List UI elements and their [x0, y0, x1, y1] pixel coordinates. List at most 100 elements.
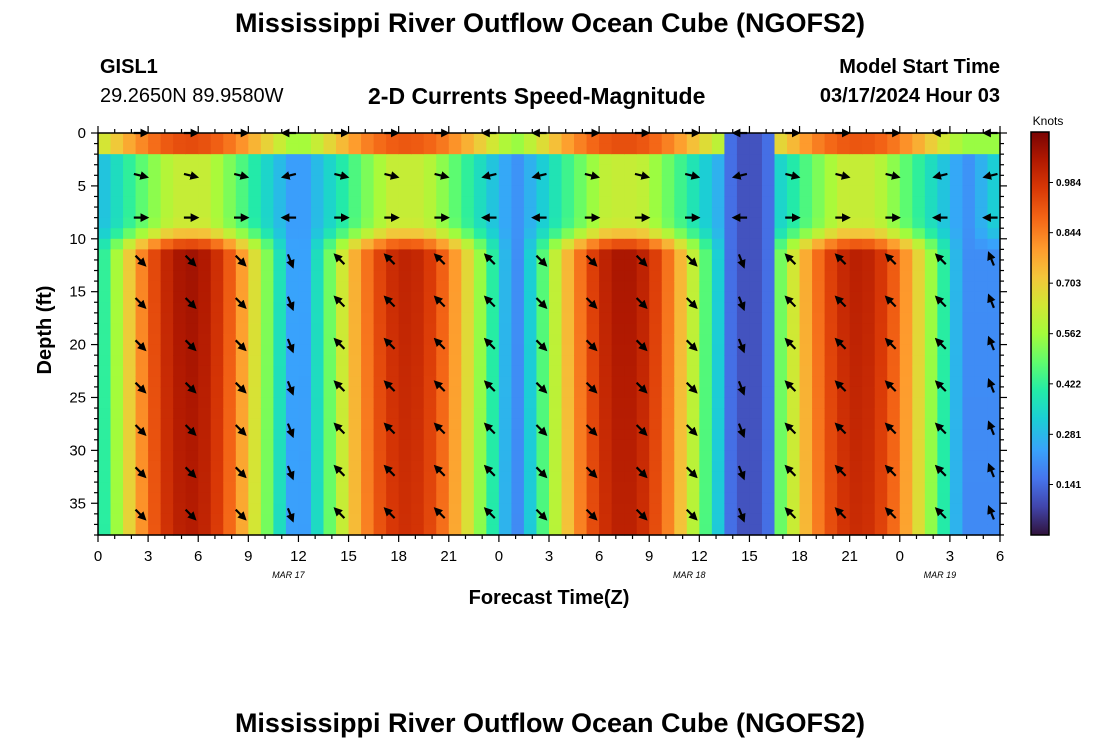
heatmap-cell — [799, 492, 813, 504]
heatmap-cell — [373, 143, 387, 155]
current-arrow — [784, 380, 797, 392]
heatmap-cell — [198, 429, 212, 441]
heatmap-cell — [711, 365, 725, 377]
heatmap-cell — [123, 185, 137, 198]
heatmap-cell — [173, 503, 187, 515]
heatmap-cell — [173, 513, 187, 526]
heatmap-cell — [736, 185, 751, 198]
heatmap-cell — [549, 133, 563, 145]
heatmap-cell — [260, 471, 274, 483]
heatmap-cell — [536, 482, 550, 494]
heatmap-cell — [436, 408, 450, 420]
heatmap-cell — [799, 291, 813, 303]
heatmap-cell — [323, 513, 337, 526]
heatmap-cell — [411, 482, 425, 494]
heatmap-cell — [448, 154, 462, 166]
heatmap-cell — [937, 513, 951, 526]
heatmap-cell — [799, 302, 813, 314]
heatmap-cell — [749, 386, 763, 399]
heatmap-cell — [649, 460, 663, 473]
heatmap-cell — [260, 397, 274, 409]
heatmap-cell — [611, 291, 625, 303]
heatmap-cell — [361, 492, 375, 504]
heatmap-cell — [235, 228, 249, 240]
x-tick-label: 3 — [144, 548, 152, 565]
heatmap-cell — [624, 524, 638, 536]
heatmap-cell — [448, 259, 462, 272]
heatmap-cell — [398, 503, 412, 515]
heatmap-cell — [761, 217, 776, 229]
heatmap-cell — [574, 408, 588, 420]
heatmap-cell — [686, 492, 700, 504]
heatmap-cell — [674, 344, 688, 356]
heatmap-cell — [348, 460, 362, 473]
heatmap-cell — [523, 365, 538, 377]
heatmap-cell — [674, 281, 688, 293]
heatmap-cell — [624, 185, 638, 198]
heatmap-cell — [210, 450, 224, 462]
heatmap-cell — [173, 418, 187, 430]
heatmap-cell — [423, 460, 437, 473]
heatmap-cell — [787, 164, 801, 176]
heatmap-cell — [949, 450, 964, 462]
heatmap-cell — [774, 503, 788, 515]
heatmap-cell — [523, 154, 538, 166]
heatmap-cell — [523, 312, 538, 325]
heatmap-cell — [761, 312, 776, 325]
heatmap-cell — [110, 460, 124, 473]
heatmap-cell — [724, 450, 738, 462]
heatmap-cell — [498, 513, 513, 526]
current-arrow — [585, 254, 598, 267]
heatmap-cell — [799, 418, 813, 430]
heatmap-cell — [749, 524, 763, 536]
heatmap-cell — [649, 323, 663, 335]
heatmap-cell — [774, 408, 788, 420]
heatmap-cell — [962, 154, 976, 166]
heatmap-cell — [386, 408, 400, 420]
x-tick-label: 9 — [244, 548, 252, 565]
heatmap-cell — [361, 154, 375, 166]
heatmap-cell — [386, 492, 400, 504]
heatmap-cell — [310, 492, 325, 504]
heatmap-cell — [774, 281, 788, 293]
heatmap-cell — [549, 291, 563, 303]
heatmap-cell — [649, 471, 663, 483]
heatmap-cell — [699, 323, 713, 335]
heatmap-cell — [787, 238, 801, 250]
heatmap-cell — [310, 281, 325, 293]
heatmap-cell — [448, 228, 462, 240]
heatmap-cell — [373, 249, 387, 261]
current-arrow — [785, 171, 801, 180]
heatmap-cell — [837, 312, 851, 325]
heatmap-cell — [135, 503, 149, 515]
heatmap-cell — [937, 524, 951, 536]
heatmap-cell — [636, 281, 650, 293]
current-arrow — [685, 297, 698, 309]
heatmap-cell — [461, 291, 475, 303]
heatmap-cell — [574, 450, 588, 462]
heatmap-cell — [874, 270, 888, 282]
heatmap-cell — [887, 365, 901, 377]
heatmap-cell — [135, 397, 149, 409]
heatmap-cell — [223, 482, 237, 494]
heatmap-cell — [824, 259, 838, 272]
heatmap-cell — [749, 281, 763, 293]
heatmap-cell — [310, 259, 325, 272]
heatmap-cell — [661, 217, 675, 229]
heatmap-cell — [123, 291, 137, 303]
heatmap-cell — [185, 143, 199, 155]
heatmap-cell — [749, 259, 763, 272]
heatmap-cell — [862, 355, 876, 367]
heatmap-cell — [787, 513, 801, 526]
colorbar-tick-label: 0.562 — [1056, 329, 1081, 340]
heatmap-cell — [674, 312, 688, 325]
heatmap-cell — [849, 207, 863, 219]
heatmap-cell — [912, 355, 926, 367]
heatmap-cell — [511, 259, 525, 272]
heatmap-cell — [523, 524, 538, 536]
heatmap-cell — [411, 185, 425, 198]
heatmap-cell — [223, 429, 237, 441]
heatmap-cell — [148, 217, 162, 229]
heatmap-cell — [924, 439, 938, 451]
heatmap-cell — [699, 376, 713, 388]
